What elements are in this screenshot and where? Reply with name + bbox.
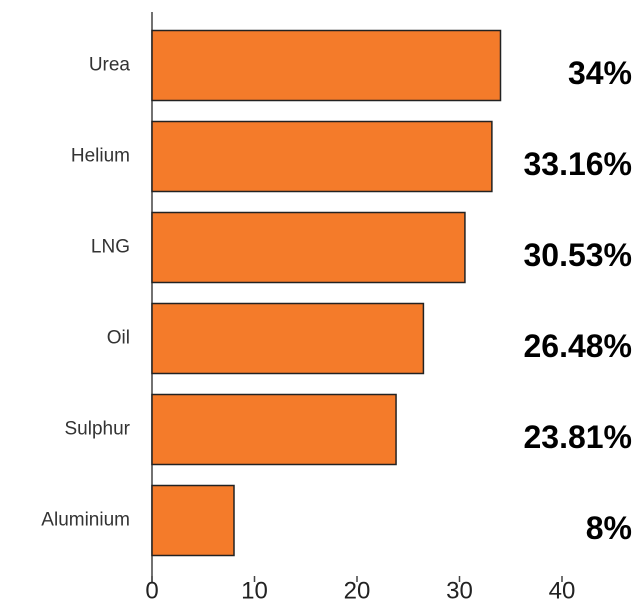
value-label: 8% [586,510,632,546]
category-label: Helium [71,146,130,167]
x-tick-label: 0 [145,577,158,604]
x-tick-label: 30 [446,577,473,604]
value-label: 34% [568,55,632,91]
category-label: Aluminium [41,510,130,531]
bar [151,302,425,375]
bar [151,484,235,557]
value-label: 33.16% [523,146,632,182]
category-label: Oil [107,328,130,349]
bar [151,211,466,284]
value-label: 30.53% [523,237,632,273]
x-tick-label: 10 [241,577,268,604]
bar [151,120,493,193]
value-label: 23.81% [523,419,632,455]
bar [151,29,502,102]
category-label: Sulphur [65,419,131,440]
category-label: Urea [89,55,131,76]
value-label: 26.48% [523,328,632,364]
x-tick-label: 20 [344,577,371,604]
bar [151,393,397,466]
category-label: LNG [91,237,130,258]
x-tick-label: 40 [549,577,576,604]
